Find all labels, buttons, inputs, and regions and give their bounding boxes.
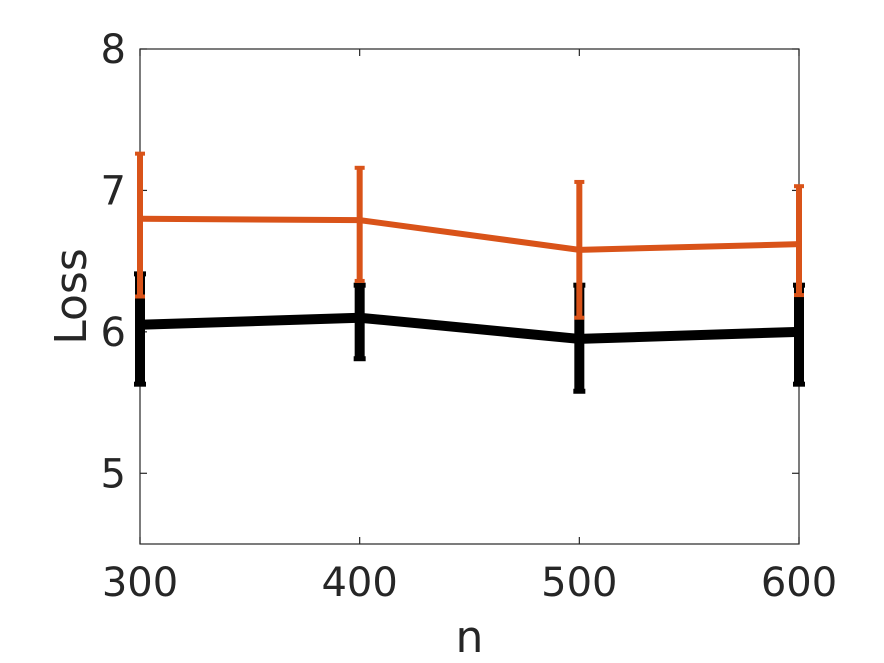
data-point xyxy=(574,333,585,344)
plot-area-box xyxy=(139,48,800,545)
data-point xyxy=(135,319,145,330)
y-tick-label: 6 xyxy=(101,310,126,356)
data-point xyxy=(137,215,143,222)
data-point xyxy=(356,217,363,224)
series-line xyxy=(139,312,800,344)
y-tick-label: 5 xyxy=(101,451,126,497)
data-point xyxy=(794,326,804,337)
series-line xyxy=(139,215,800,253)
data-point xyxy=(576,246,583,253)
series-0 xyxy=(135,151,804,320)
x-tick-label: 600 xyxy=(761,560,837,606)
y-tick-label: 7 xyxy=(101,168,126,214)
tick-labels: 300 400 500 600 5 6 7 8 xyxy=(101,27,838,606)
x-tick-label: 500 xyxy=(541,560,617,606)
data-point xyxy=(796,241,802,248)
data-point xyxy=(354,312,365,323)
x-tick-label: 400 xyxy=(321,560,397,606)
x-tick-label: 300 xyxy=(102,560,178,606)
axes xyxy=(139,48,800,545)
x-axis-label: n xyxy=(456,612,484,663)
series-1 xyxy=(134,271,805,394)
y-axis-label: Loss xyxy=(46,248,97,345)
y-tick-label: 8 xyxy=(101,27,126,73)
series-layer xyxy=(134,151,805,394)
